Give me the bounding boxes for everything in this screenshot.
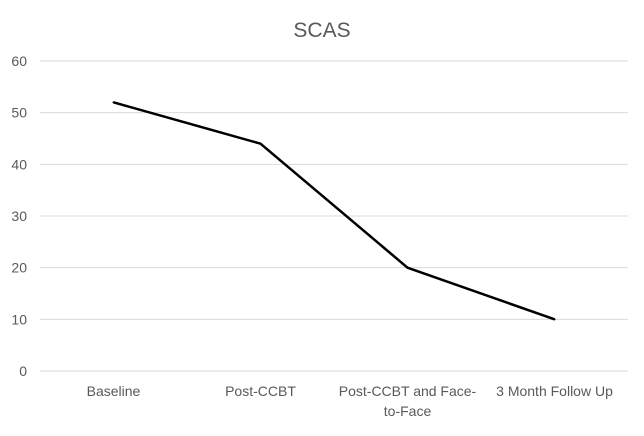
y-tick-label: 40 bbox=[11, 156, 27, 172]
y-tick-label: 60 bbox=[11, 53, 27, 69]
x-tick-label: Post-CCBT and Face-to-Face bbox=[339, 383, 477, 419]
x-tick-label: Post-CCBT bbox=[225, 383, 296, 399]
data-point bbox=[259, 142, 262, 145]
x-tick-label: Baseline bbox=[87, 383, 141, 399]
y-tick-label: 20 bbox=[11, 260, 27, 276]
data-point bbox=[112, 101, 115, 104]
series-line bbox=[113, 101, 555, 321]
data-point bbox=[406, 266, 409, 269]
y-tick-label: 30 bbox=[11, 208, 27, 224]
data-point bbox=[553, 318, 556, 321]
y-tick-label: 10 bbox=[11, 311, 27, 327]
chart-title: SCAS bbox=[293, 19, 350, 42]
y-tick-label: 0 bbox=[19, 363, 27, 379]
y-tick-label: 50 bbox=[11, 105, 27, 121]
x-tick-label: 3 Month Follow Up bbox=[496, 383, 613, 399]
